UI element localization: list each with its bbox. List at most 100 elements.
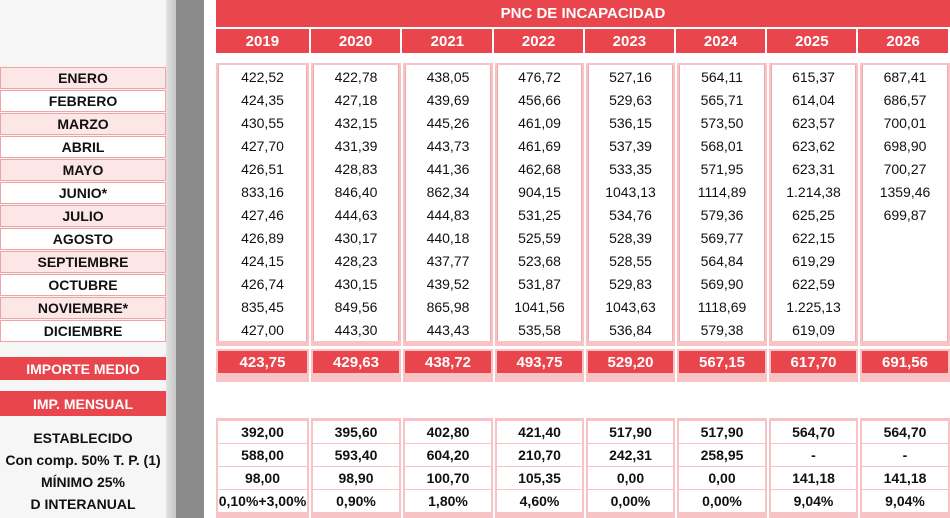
value-cell: 424,15: [218, 249, 307, 272]
year-value-column: 615,37 614,04 623,57 623,62 623,31 1.214,38 62…: [771, 65, 856, 341]
bottom-value-cell: 9,04%: [862, 490, 948, 512]
bottom-value-cell: -: [862, 444, 948, 466]
bottom-value-column: 517,90 242,31 0,00 0,00%: [588, 421, 673, 513]
value-cell: 623,57: [771, 111, 856, 134]
bottom-value-cell: 402,80: [405, 421, 491, 443]
value-cell: 1043,13: [588, 180, 673, 203]
month-label-column: ENERO FEBRERO MARZO ABRIL MAYO JUNIO* JULIO AGO…: [0, 67, 166, 343]
year-header-cell: 2019: [216, 29, 309, 53]
value-cell: 443,73: [405, 134, 491, 157]
gray-gutter: [176, 0, 204, 518]
table-title: PNC DE INCAPACIDAD: [216, 0, 950, 27]
year-header-cell: 2020: [310, 29, 401, 53]
average-value: 423,75: [218, 351, 307, 373]
value-cell: 531,25: [497, 203, 582, 226]
value-cell: 1359,46: [862, 180, 948, 203]
value-cell: 700,01: [862, 111, 948, 134]
value-cell: 428,23: [313, 249, 399, 272]
value-cell: 440,18: [405, 226, 491, 249]
value-cell: 687,41: [862, 65, 948, 88]
bottom-value-cell: -: [771, 444, 856, 466]
bottom-value-cell: 258,95: [679, 444, 765, 466]
bottom-value-cell: 0,00%: [679, 490, 765, 512]
value-cell: 862,34: [405, 180, 491, 203]
value-cell: 537,39: [588, 134, 673, 157]
value-cell: 865,98: [405, 295, 491, 318]
bottom-value-cell: 517,90: [679, 421, 765, 443]
value-cell: 565,71: [679, 88, 765, 111]
month-label: JULIO: [0, 205, 166, 227]
value-cell: 426,74: [218, 272, 307, 295]
value-cell: 427,18: [313, 88, 399, 111]
bottom-value-column: 395,60 593,40 98,90 0,90%: [313, 421, 399, 513]
value-cell: 445,26: [405, 111, 491, 134]
value-cell: 437,77: [405, 249, 491, 272]
bottom-value-cell: 1,80%: [405, 490, 491, 512]
value-cell: [862, 272, 948, 295]
value-cell: 443,30: [313, 318, 399, 341]
value-cell: 698,90: [862, 134, 948, 157]
value-cell: 444,83: [405, 203, 491, 226]
value-cell: 426,89: [218, 226, 307, 249]
value-cell: 527,16: [588, 65, 673, 88]
value-cell: 443,43: [405, 318, 491, 341]
value-cell: 439,52: [405, 272, 491, 295]
value-cell: 427,46: [218, 203, 307, 226]
year-value-column: 564,11 565,71 573,50 568,01 571,95 1114,89 579…: [679, 65, 765, 341]
average-value: 438,72: [405, 351, 491, 373]
year-header-row: 2019 2020 2021 2022 2023 2024 2025 2026: [216, 29, 950, 53]
value-cell: 534,76: [588, 203, 673, 226]
value-cell: 619,29: [771, 249, 856, 272]
value-cell: [862, 249, 948, 272]
month-label: DICIEMBRE: [0, 320, 166, 342]
value-cell: 569,77: [679, 226, 765, 249]
month-label: ABRIL: [0, 136, 166, 158]
value-cell: 614,04: [771, 88, 856, 111]
month-label: JUNIO*: [0, 182, 166, 204]
bottom-value-column: 564,70-141,18 9,04%: [862, 421, 948, 513]
bottom-value-column: 402,80 604,20 100,70 1,80%: [405, 421, 491, 513]
value-cell: 564,11: [679, 65, 765, 88]
value-cell: 422,78: [313, 65, 399, 88]
value-cell: 529,83: [588, 272, 673, 295]
value-cell: 528,55: [588, 249, 673, 272]
month-label: NOVIEMBRE*: [0, 297, 166, 319]
value-cell: 430,17: [313, 226, 399, 249]
value-cell: 523,68: [497, 249, 582, 272]
value-cell: 573,50: [679, 111, 765, 134]
year-value-column: 422,78 427,18 432,15 431,39 428,83 846,40 444,…: [313, 65, 399, 341]
bottom-value-column: 564,70-141,18 9,04%: [771, 421, 856, 513]
month-label: MARZO: [0, 113, 166, 135]
year-value-column: 438,05 439,69 445,26 443,73 441,36 862,34 444,…: [405, 65, 491, 341]
bottom-value-cell: 395,60: [313, 421, 399, 443]
value-cell: 461,09: [497, 111, 582, 134]
average-value: 567,15: [679, 351, 765, 373]
panel-shadow: [166, 0, 176, 518]
bottom-value-cell: 588,00: [218, 444, 307, 466]
value-cell: 699,87: [862, 203, 948, 226]
value-cell: 1043,63: [588, 295, 673, 318]
month-label: AGOSTO: [0, 228, 166, 250]
value-cell: 833,16: [218, 180, 307, 203]
value-cell: 525,59: [497, 226, 582, 249]
value-cell: 579,38: [679, 318, 765, 341]
value-cell: 536,84: [588, 318, 673, 341]
bottom-value-cell: 210,70: [497, 444, 582, 466]
bottom-value-cell: 564,70: [862, 421, 948, 443]
average-value: 429,63: [313, 351, 399, 373]
value-cell: [862, 318, 948, 341]
bottom-value-cell: 392,00: [218, 421, 307, 443]
bottom-value-cell: 604,20: [405, 444, 491, 466]
month-label: OCTUBRE: [0, 274, 166, 296]
year-header-cell: 2023: [584, 29, 674, 53]
average-value: 617,70: [771, 351, 856, 373]
imp-mensual-label: IMP. MENSUAL: [0, 391, 166, 416]
value-cell: 1.225,13: [771, 295, 856, 318]
value-cell: 430,15: [313, 272, 399, 295]
value-cell: 456,66: [497, 88, 582, 111]
value-cell: 438,05: [405, 65, 491, 88]
bottom-value-cell: 0,00: [588, 467, 673, 489]
year-value-column: 527,16 529,63 536,15 537,39 533,35 1043,13 534…: [588, 65, 673, 341]
value-cell: [862, 295, 948, 318]
value-cell: 623,31: [771, 157, 856, 180]
